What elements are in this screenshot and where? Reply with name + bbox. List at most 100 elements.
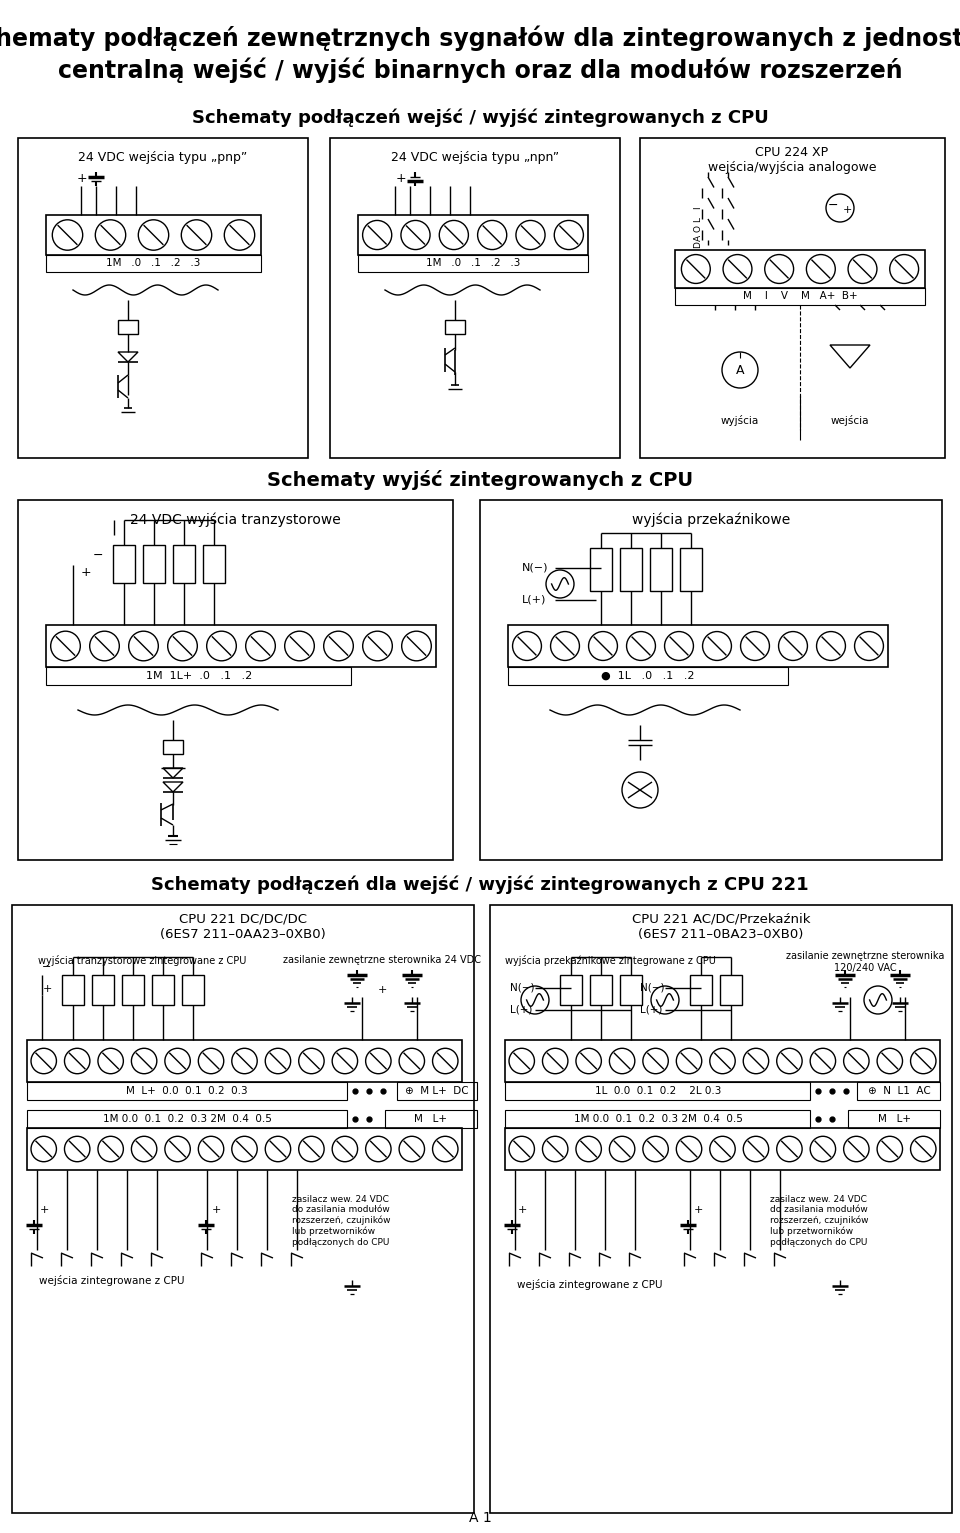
- Circle shape: [132, 1136, 156, 1162]
- Circle shape: [743, 1049, 769, 1073]
- Text: Schematy podłączeń zewnętrznych sygnałów dla zintegrowanych z jednostką: Schematy podłączeń zewnętrznych sygnałów…: [0, 25, 960, 51]
- Circle shape: [806, 254, 835, 284]
- Circle shape: [877, 1136, 902, 1162]
- Text: zasilanie zewnętrzne sterownika 24 VDC: zasilanie zewnętrzne sterownika 24 VDC: [283, 955, 481, 964]
- Text: N(−): N(−): [640, 983, 664, 993]
- Bar: [680, 547, 702, 592]
- Circle shape: [129, 632, 158, 661]
- Text: M   L+: M L+: [877, 1114, 910, 1124]
- Circle shape: [777, 1049, 803, 1073]
- Text: A: A: [693, 235, 703, 241]
- Text: wejścia zintegrowane z CPU: wejścia zintegrowane z CPU: [39, 1274, 184, 1286]
- Circle shape: [610, 1049, 635, 1073]
- Circle shape: [246, 632, 276, 661]
- Text: wyjścia: wyjścia: [721, 414, 759, 426]
- Bar: [508, 667, 788, 685]
- Bar: [508, 625, 888, 667]
- Bar: [857, 1082, 940, 1101]
- Bar: [27, 1110, 347, 1128]
- Bar: [397, 1082, 477, 1101]
- Circle shape: [366, 1136, 391, 1162]
- Bar: [46, 625, 436, 667]
- Circle shape: [643, 1136, 668, 1162]
- Text: A 1: A 1: [468, 1512, 492, 1525]
- Text: wejścia zintegrowane z CPU: wejścia zintegrowane z CPU: [517, 1280, 662, 1291]
- Circle shape: [31, 1049, 57, 1073]
- Text: I: I: [693, 207, 703, 210]
- Bar: [118, 320, 138, 334]
- Circle shape: [132, 1049, 156, 1073]
- Circle shape: [95, 219, 126, 250]
- Text: L(+): L(+): [510, 1006, 533, 1015]
- Circle shape: [848, 254, 876, 284]
- Text: 1M  1L+  .0   .1   .2: 1M 1L+ .0 .1 .2: [146, 671, 252, 681]
- Bar: [505, 1082, 810, 1101]
- Text: M    I    V    M   A+  B+: M I V M A+ B+: [743, 291, 857, 300]
- Bar: [173, 546, 195, 583]
- Bar: [358, 215, 588, 254]
- Bar: [590, 547, 612, 592]
- Circle shape: [542, 1049, 568, 1073]
- Circle shape: [509, 1136, 535, 1162]
- Text: wyjścia tranzystorowe zintegrowane z CPU: wyjścia tranzystorowe zintegrowane z CPU: [37, 955, 246, 966]
- Circle shape: [765, 254, 794, 284]
- Text: L: L: [693, 218, 703, 222]
- Circle shape: [31, 1136, 57, 1162]
- Circle shape: [610, 1136, 635, 1162]
- Text: CPU 221 DC/DC/DC
(6ES7 211–0AA23–0XB0): CPU 221 DC/DC/DC (6ES7 211–0AA23–0XB0): [160, 914, 325, 941]
- Bar: [590, 975, 612, 1006]
- Circle shape: [89, 632, 119, 661]
- Circle shape: [98, 1049, 124, 1073]
- Circle shape: [509, 1049, 535, 1073]
- Bar: [505, 1039, 940, 1082]
- Circle shape: [299, 1049, 324, 1073]
- Text: L(+): L(+): [522, 595, 546, 606]
- Circle shape: [546, 570, 574, 598]
- Circle shape: [433, 1136, 458, 1162]
- Circle shape: [627, 632, 656, 661]
- Bar: [560, 975, 582, 1006]
- Bar: [505, 1128, 940, 1170]
- Circle shape: [265, 1136, 291, 1162]
- Text: −: −: [93, 549, 104, 561]
- Bar: [46, 254, 261, 271]
- Circle shape: [433, 1049, 458, 1073]
- Bar: [505, 1110, 810, 1128]
- Circle shape: [168, 632, 198, 661]
- Text: +: +: [518, 1205, 527, 1216]
- Circle shape: [554, 221, 584, 250]
- Circle shape: [165, 1136, 190, 1162]
- Circle shape: [664, 632, 693, 661]
- Circle shape: [740, 632, 770, 661]
- Text: L(+): L(+): [640, 1006, 662, 1015]
- Text: A: A: [735, 363, 744, 377]
- Circle shape: [810, 1049, 835, 1073]
- Circle shape: [576, 1049, 601, 1073]
- Circle shape: [332, 1049, 357, 1073]
- Circle shape: [64, 1136, 90, 1162]
- Circle shape: [542, 1136, 568, 1162]
- Text: +: +: [842, 205, 852, 215]
- Circle shape: [743, 1136, 769, 1162]
- Text: O: O: [693, 224, 703, 231]
- Circle shape: [622, 773, 658, 808]
- Circle shape: [709, 1136, 735, 1162]
- Bar: [143, 546, 165, 583]
- Circle shape: [810, 1136, 835, 1162]
- Circle shape: [285, 632, 314, 661]
- Circle shape: [231, 1136, 257, 1162]
- Bar: [640, 138, 945, 458]
- Circle shape: [399, 1049, 424, 1073]
- Text: +: +: [377, 986, 387, 995]
- Circle shape: [709, 1049, 735, 1073]
- Circle shape: [64, 1049, 90, 1073]
- Text: +: +: [40, 1205, 49, 1216]
- Bar: [650, 547, 672, 592]
- Text: N(−): N(−): [510, 983, 535, 993]
- Text: +: +: [81, 566, 91, 578]
- Circle shape: [51, 632, 81, 661]
- Circle shape: [890, 254, 919, 284]
- Circle shape: [513, 632, 541, 661]
- Circle shape: [844, 1049, 869, 1073]
- Text: CPU 224 XP
wejścia/wyjścia analogowe: CPU 224 XP wejścia/wyjścia analogowe: [708, 146, 876, 175]
